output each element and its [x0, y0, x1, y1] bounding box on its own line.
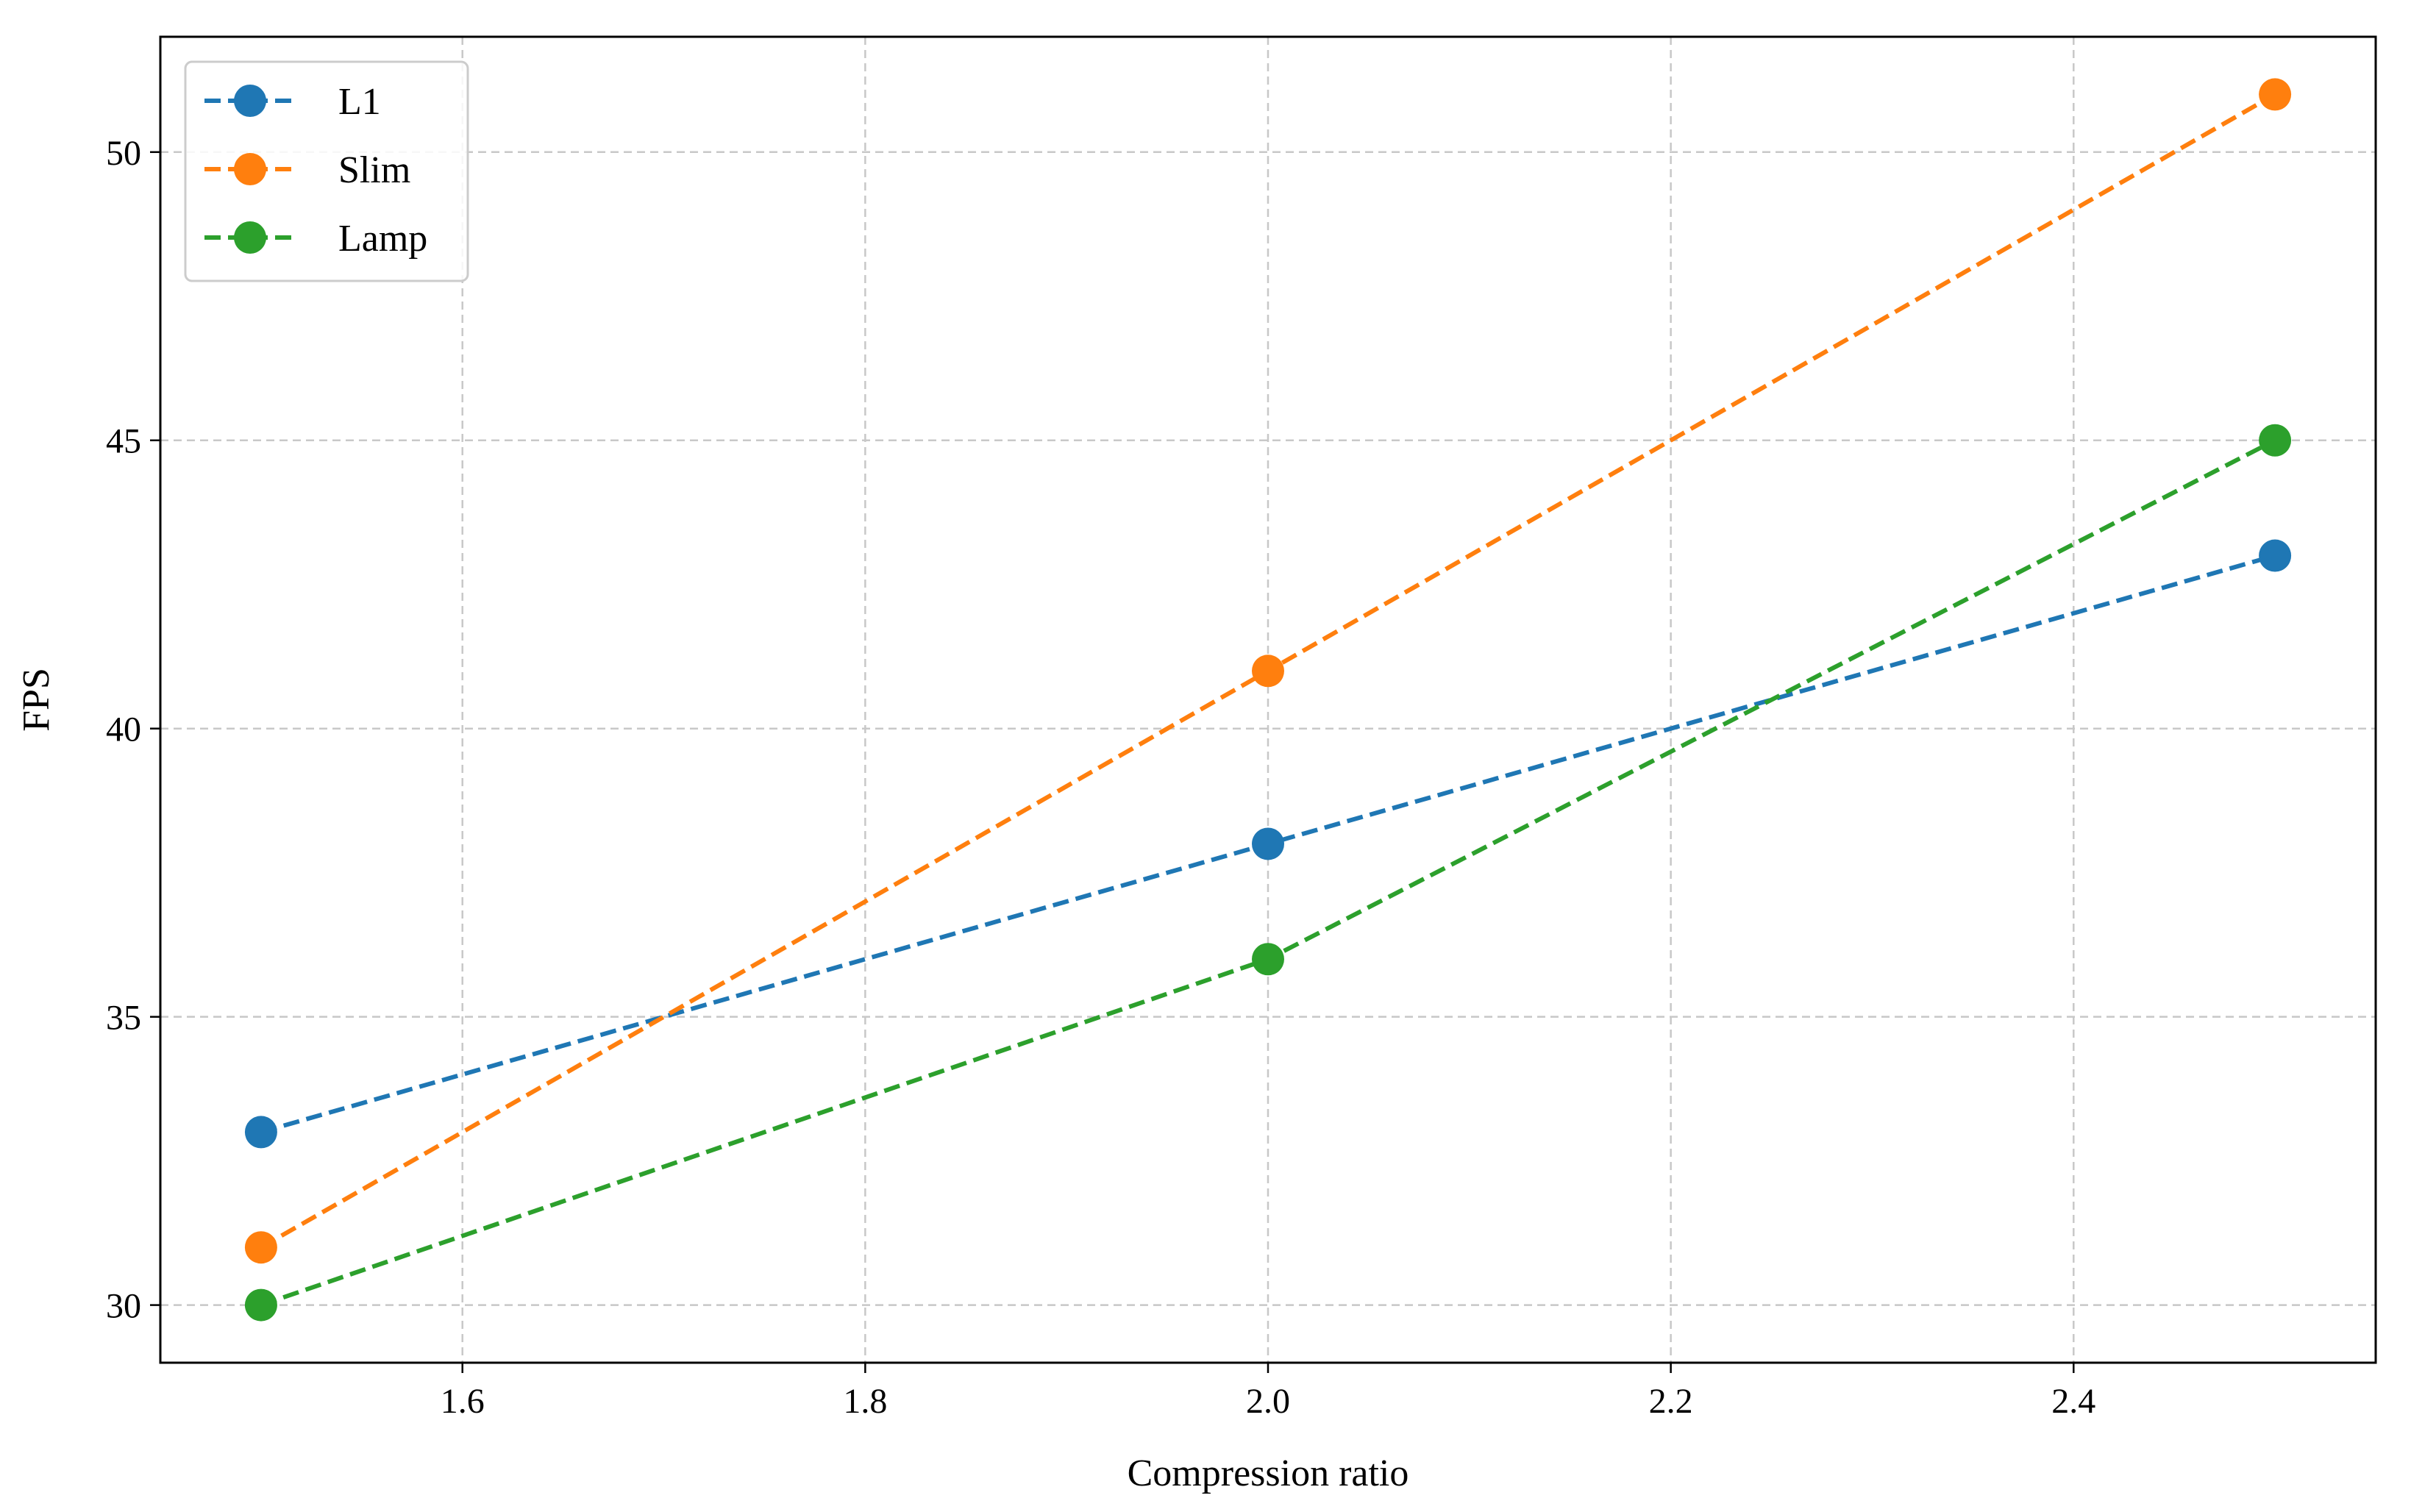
legend: L1 Slim Lamp	[184, 60, 469, 282]
y-tick-label: 50	[106, 134, 141, 173]
y-tick-label: 40	[106, 710, 141, 749]
series-layer	[244, 78, 2292, 1322]
legend-marker	[234, 85, 266, 117]
x-tick-label: 1.6	[441, 1382, 485, 1421]
y-tick-label: 30	[106, 1287, 141, 1326]
data-point	[1252, 827, 1284, 860]
x-tick-label: 1.8	[843, 1382, 887, 1421]
data-point	[244, 1231, 277, 1264]
legend-item-slim: Slim	[204, 149, 410, 191]
legend-item-lamp: Lamp	[204, 218, 427, 260]
data-point	[1252, 943, 1284, 976]
data-point	[2259, 539, 2292, 572]
series-l1	[244, 539, 2292, 1149]
legend-label: Slim	[338, 149, 410, 191]
data-point	[2259, 424, 2292, 457]
y-tick-label: 45	[106, 422, 141, 461]
legend-label: Lamp	[338, 218, 427, 260]
legend-marker	[234, 221, 266, 254]
x-tick-label: 2.2	[1649, 1382, 1693, 1421]
series-slim	[244, 78, 2292, 1264]
data-point	[2259, 78, 2292, 111]
grid	[160, 37, 2376, 1363]
series-lamp	[244, 424, 2292, 1322]
y-axis-title: FPS	[15, 668, 57, 732]
y-axis: 30 35 40 45 50	[106, 134, 160, 1326]
x-tick-label: 2.0	[1246, 1382, 1290, 1421]
x-tick-label: 2.4	[2051, 1382, 2095, 1421]
data-point	[244, 1116, 277, 1149]
legend-item-l1: L1	[204, 81, 381, 123]
y-tick-label: 35	[106, 999, 141, 1038]
x-axis: 1.6 1.8 2.0 2.2 2.4	[441, 1363, 2095, 1421]
legend-marker	[234, 153, 266, 185]
data-point	[1252, 655, 1284, 688]
data-point	[244, 1288, 277, 1322]
x-axis-title: Compression ratio	[1128, 1452, 1409, 1494]
legend-label: L1	[338, 81, 381, 123]
